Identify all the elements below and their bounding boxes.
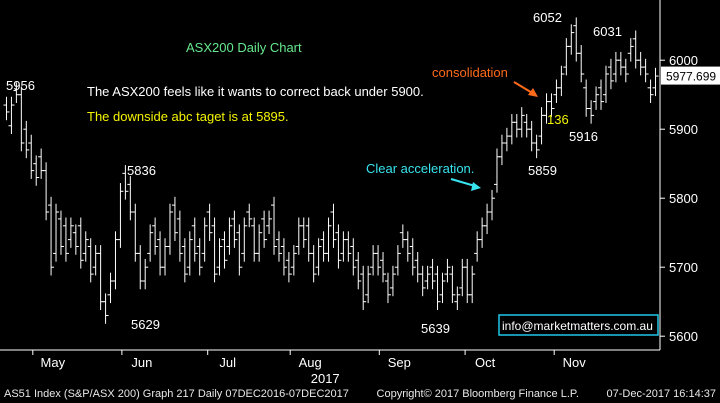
y-tick-label: 5800 [669,191,698,206]
annotation-consolidation: consolidation [432,65,508,80]
last-price-tag [661,66,720,85]
y-tick-label: 6000 [669,53,698,68]
x-month-label: Aug [299,355,322,370]
label-6052: 6052 [533,10,562,25]
label-5859: 5859 [528,163,557,178]
annotation-acceleration: Clear acceleration. [366,161,474,176]
label-6031: 6031 [593,24,622,39]
label-5956: 5956 [6,78,35,93]
footer-index-info: AS51 Index (S&P/ASX 200) Graph 217 Daily… [4,388,349,400]
label-5629: 5629 [131,317,160,332]
last-price-label: 5977.699 [666,70,716,84]
website-box [498,314,659,336]
x-year-label: 2017 [311,371,340,385]
annotation-136: 136 [547,112,569,127]
annotation-correct: The ASX200 feels like it wants to correc… [87,84,424,99]
x-month-label: Jun [131,355,152,370]
annotation-target: The downside abc taget is at 5895. [87,109,289,124]
label-5916: 5916 [569,129,598,144]
x-month-label: Oct [475,355,496,370]
acceleration-arrowhead [471,182,481,191]
acceleration-arrow [450,178,476,187]
consolidation-arrowhead [528,88,538,97]
x-month-label: Sep [388,355,411,370]
label-5639: 5639 [421,321,450,336]
website-label: info@marketmatters.com.au [502,319,653,333]
x-month-label: May [41,355,66,370]
footer-timestamp: 07-Dec-2017 16:14:37 [606,388,716,400]
y-tick-label: 5600 [669,329,698,344]
x-month-label: Jul [219,355,236,370]
footer-copyright: Copyright© 2017 Bloomberg Finance L.P. [376,388,579,400]
price-chart: 5600 5700 5800 5900 6000 5977.699 May Jun Jul Aug… [0,0,720,385]
y-tick-label: 5900 [669,122,698,137]
x-month-label: Nov [563,355,587,370]
footer-bar: AS51 Index (S&P/ASX 200) Graph 217 Daily… [0,385,720,403]
chart-title: ASX200 Daily Chart [186,40,302,55]
y-tick-label: 5700 [669,260,698,275]
label-5836: 5836 [127,163,156,178]
